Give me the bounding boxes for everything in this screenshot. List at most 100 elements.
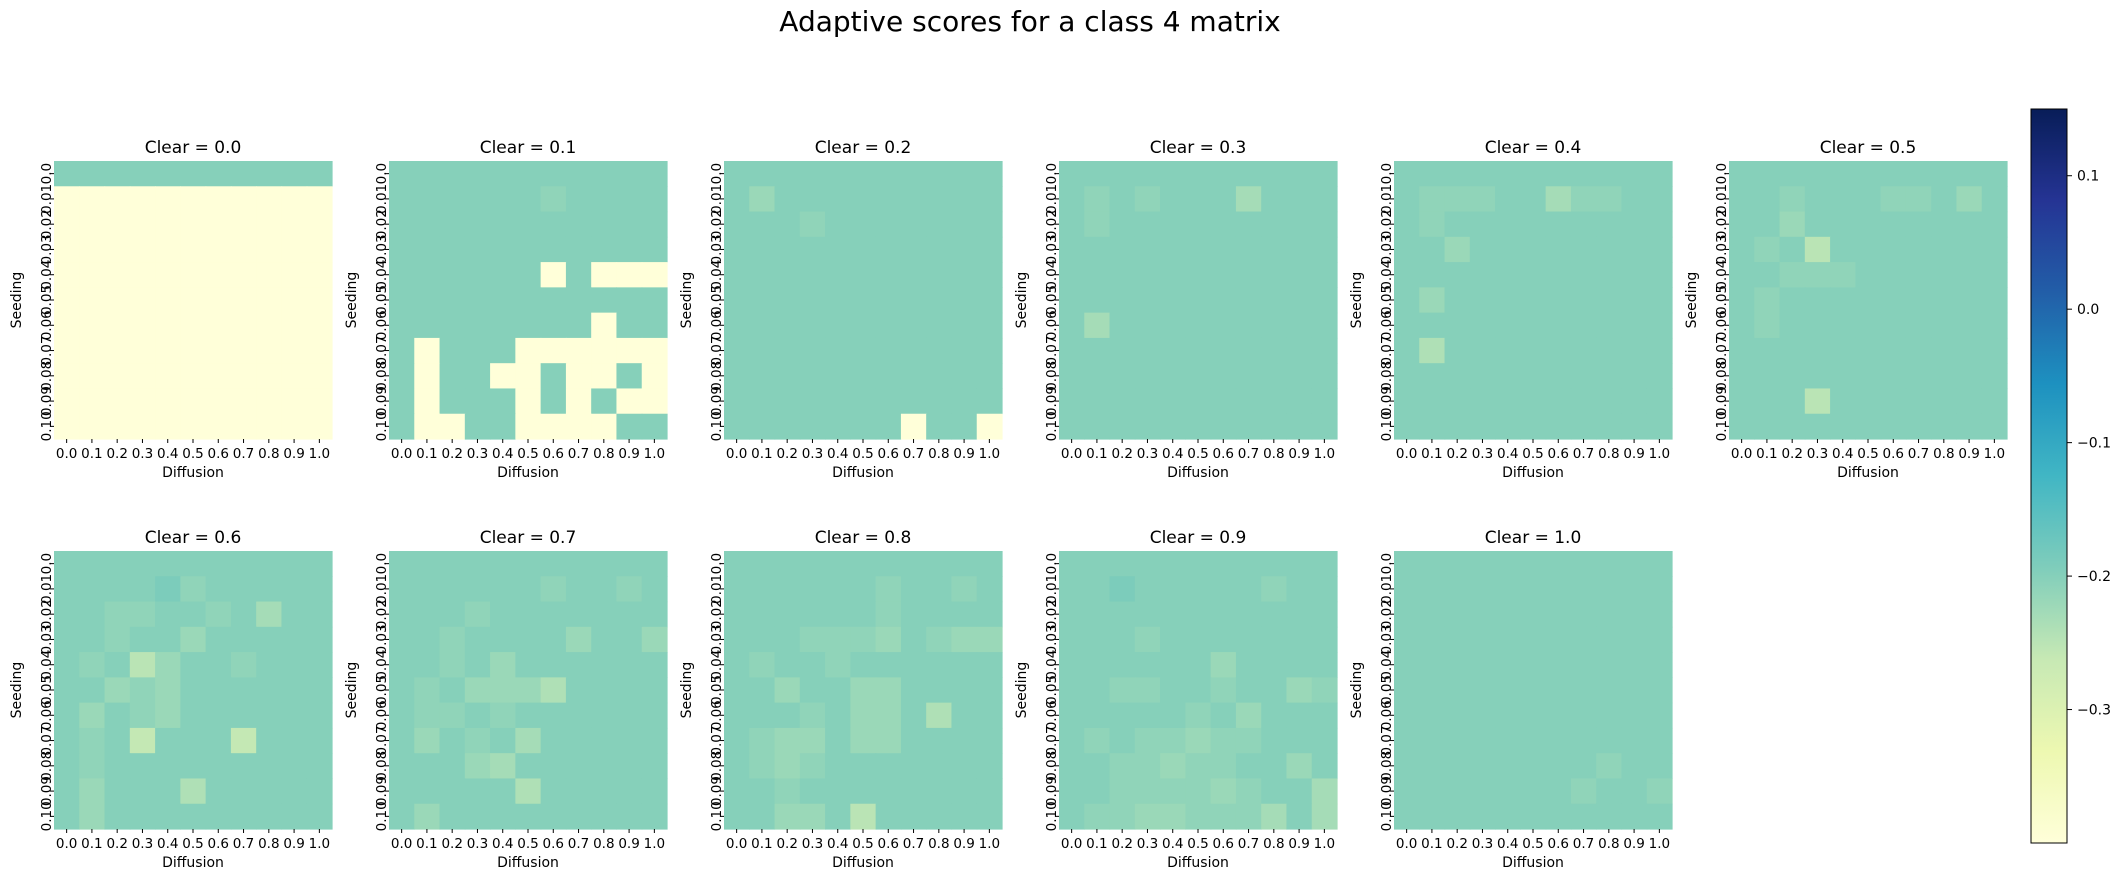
heatmap-cell [774,388,801,415]
heatmap-cell [256,236,283,263]
heatmap-cell [1596,186,1623,213]
heatmap-cell [1109,287,1136,314]
heatmap-panel: Clear = 0.40.0 0.1 0.2 0.3 0.4 0.5 0.6 0.7 0.8 0.… [1349,138,1673,481]
x-tick-label: 0.1 [1086,446,1107,462]
heatmap-cell [1520,601,1547,628]
y-tick-label: 0.01 [1044,184,1060,214]
y-tick-label: 0.02 [1714,209,1730,239]
heatmap-cell [490,262,516,288]
heatmap-cell [256,551,283,577]
heatmap-cell [825,652,851,678]
heatmap-cell [976,363,1003,390]
x-tick-label: 0.4 [827,446,848,462]
heatmap-cell [1621,312,1648,339]
heatmap-cell [1469,576,1496,603]
x-tick-label: 0.9 [1288,446,1309,462]
heatmap-cell [1520,413,1547,440]
heatmap-cell [875,702,902,729]
heatmap-cell [951,262,978,288]
y-tick-label: 0.01 [1044,574,1060,604]
heatmap-cell [129,601,156,628]
heatmap-cell [515,626,542,653]
heatmap-cell [1804,236,1831,263]
heatmap-cell [1621,413,1648,440]
heatmap-cell [976,652,1003,678]
heatmap-cell [54,363,80,390]
heatmap-cell [256,337,283,364]
x-tick-label: 0.2 [106,446,127,462]
heatmap-cell [180,388,207,415]
y-tick-label: 0.07 [374,336,390,366]
heatmap-cell [1646,702,1673,729]
heatmap-cell [1084,576,1111,603]
heatmap-cell [926,186,953,213]
heatmap-cell [1729,388,1755,415]
heatmap-cell [1210,161,1237,187]
y-tick-label: 0.10 [39,411,55,441]
y-tick-label: 0.01 [39,184,55,214]
panel-title: Clear = 0.0 [145,138,242,158]
heatmap-cell [1084,727,1111,754]
heatmap-cell [1394,677,1420,704]
heatmap-cell [414,287,441,314]
heatmap-cell [1570,186,1597,213]
heatmap-cell [774,652,801,678]
heatmap-cell [464,388,491,415]
heatmap-cell [389,211,415,238]
x-tick-label: 0.2 [1111,446,1132,462]
heatmap-cell [1261,576,1288,603]
colorbar-tick-label: −0.1 [2077,436,2111,452]
heatmap-cell [976,236,1003,263]
heatmap-cell [1311,702,1338,729]
heatmap-cell [641,727,668,754]
x-tick-label: 0.8 [928,446,949,462]
heatmap-cell [951,702,978,729]
heatmap-cell [875,601,902,628]
heatmap-cell [515,778,542,805]
heatmap-cell [129,363,156,390]
heatmap-cell [1134,337,1161,364]
heatmap-cell [1880,312,1907,339]
heatmap-cell [1109,211,1136,238]
heatmap-cell [180,211,207,238]
heatmap-cell [129,211,156,238]
y-tick-label: 0.03 [39,624,55,654]
heatmap-cell [515,337,542,364]
heatmap-cell [1109,363,1136,390]
heatmap-cell [774,803,801,830]
x-axis-label: Diffusion [832,855,894,871]
heatmap-cell [515,161,542,187]
x-axis-label: Diffusion [1837,465,1899,481]
heatmap-panel: Clear = 0.10.0 0.1 0.2 0.3 0.4 0.5 0.6 0.7 0.8 0.… [344,138,668,481]
y-axis-label: Seeding [1349,272,1365,329]
heatmap-cell [1495,652,1521,678]
heatmap-cell [1754,161,1781,187]
heatmap-cell [1596,576,1623,603]
heatmap-cell [1235,186,1262,213]
heatmap-cell [724,363,750,390]
heatmap-cell [1059,262,1085,288]
heatmap-cell [515,601,542,628]
x-tick-label: 0.2 [1111,836,1132,852]
x-tick-label: 0.6 [1213,836,1234,852]
heatmap-cell [774,576,801,603]
heatmap-cell [1621,677,1648,704]
heatmap-cell [205,388,232,415]
y-axis-label: Seeding [344,662,360,719]
heatmap-cell [641,337,668,364]
heatmap-cell [1804,363,1831,390]
heatmap-cell [414,803,441,830]
heatmap-cell [1621,287,1648,314]
heatmap-cell [616,803,643,830]
heatmap-cell [1495,262,1521,288]
heatmap-cell [281,363,308,390]
heatmap-cell [104,778,131,805]
y-tick-label: 0.04 [709,650,725,680]
heatmap-cell [1621,337,1648,364]
heatmap-cell [54,677,80,704]
heatmap-cell [1545,702,1572,729]
heatmap-cell [1286,753,1313,780]
heatmap-cell [205,551,232,577]
heatmap-cell [749,778,776,805]
heatmap-cell [1261,727,1288,754]
